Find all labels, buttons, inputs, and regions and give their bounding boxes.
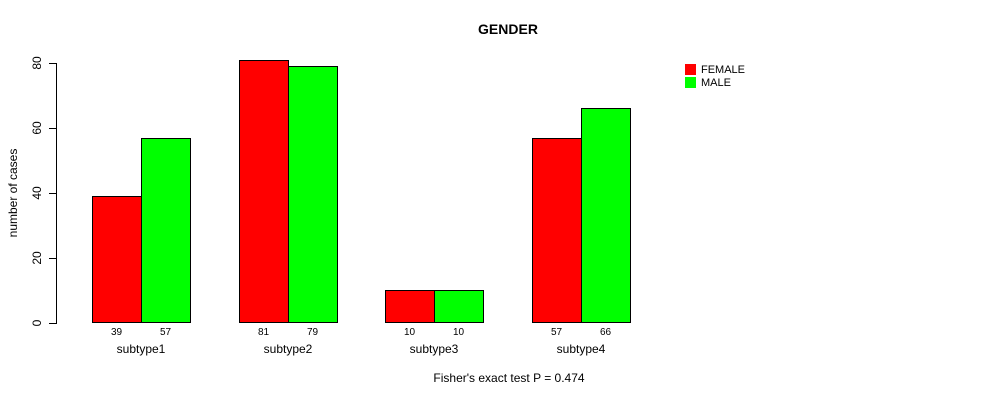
legend-item-female: FEMALE (685, 63, 746, 76)
bar-value-female-subtype4: 57 (550, 327, 563, 338)
y-tick-mark (49, 193, 56, 194)
y-tick-mark (49, 258, 56, 259)
y-tick-label: 0 (30, 319, 44, 327)
bar-male-subtype4 (581, 108, 631, 323)
bar-value-male-subtype1: 57 (159, 327, 172, 338)
bar-value-female-subtype2: 81 (257, 327, 270, 338)
bar-male-subtype3 (434, 290, 484, 323)
legend-swatch-female (685, 64, 696, 75)
category-label-subtype4: subtype4 (556, 342, 606, 356)
category-label-subtype1: subtype1 (116, 342, 166, 356)
category-label-subtype3: subtype3 (409, 342, 459, 356)
legend-label-male: MALE (701, 76, 731, 89)
y-tick-label: 40 (30, 186, 44, 200)
legend: FEMALE MALE (685, 63, 746, 89)
y-tick-label: 20 (30, 251, 44, 265)
bar-female-subtype1 (92, 196, 142, 323)
bar-value-male-subtype4: 66 (599, 327, 612, 338)
bar-male-subtype1 (141, 138, 191, 323)
bar-female-subtype3 (385, 290, 435, 323)
bar-female-subtype4 (532, 138, 582, 323)
y-axis-label: number of cases (6, 148, 20, 238)
bar-female-subtype2 (239, 60, 289, 323)
y-tick-mark (49, 63, 56, 64)
bar-value-female-subtype3: 10 (403, 327, 416, 338)
y-axis-line (56, 63, 57, 324)
bar-value-male-subtype3: 10 (452, 327, 465, 338)
legend-item-male: MALE (685, 76, 745, 89)
bar-value-male-subtype2: 79 (306, 327, 319, 338)
footer-stat-text: Fisher's exact test P = 0.474 (433, 371, 585, 385)
bar-value-female-subtype1: 39 (110, 327, 123, 338)
chart-title: GENDER (478, 21, 538, 37)
legend-swatch-male (685, 77, 696, 88)
y-tick-mark (49, 323, 56, 324)
y-tick-label: 80 (30, 56, 44, 70)
y-tick-label: 60 (30, 121, 44, 135)
y-tick-mark (49, 128, 56, 129)
legend-label-female: FEMALE (701, 63, 746, 76)
bar-male-subtype2 (288, 66, 338, 323)
category-label-subtype2: subtype2 (263, 342, 313, 356)
